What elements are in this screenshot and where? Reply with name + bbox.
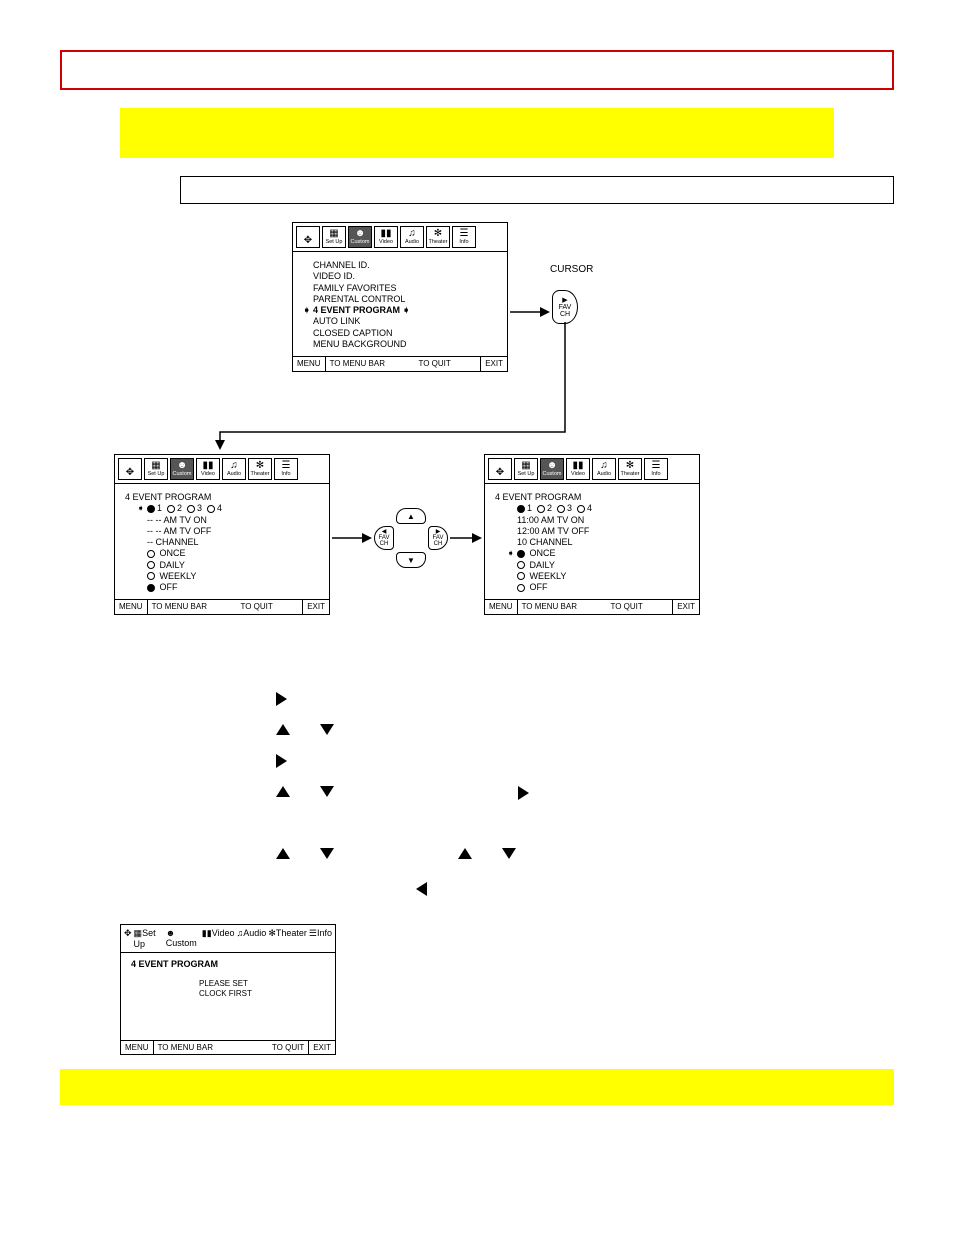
tab-video[interactable]: ▮▮Video (196, 458, 220, 480)
top-red-box (60, 50, 894, 90)
clock-msg-2: CLOCK FIRST (199, 989, 325, 999)
event-numbers: 1 2 3 4 (495, 503, 689, 514)
menu-tabs: ✥▦Set Up☻Custom▮▮Video♫Audio✻Theater☰Inf… (485, 455, 699, 484)
arrow-r-icon (518, 786, 529, 800)
osd-clock-warning: ✥▦Set Up☻Custom▮▮Video♫Audio✻Theater☰Inf… (120, 924, 336, 1055)
event-line: -- -- AM TV ON (125, 515, 319, 526)
tab-theater[interactable]: ✻Theater (248, 458, 272, 480)
tab-custom[interactable]: ☻Custom (540, 458, 564, 480)
instruction-arrows (180, 688, 894, 918)
event-option[interactable]: DAILY (495, 560, 689, 571)
tab-info[interactable]: ☰Info (644, 458, 668, 480)
thin-outline-box (180, 176, 894, 204)
arrow-u-icon (458, 848, 472, 859)
cursor-up-button[interactable]: ▲ (396, 508, 426, 524)
diagram-area: ✥▦Set Up☻Custom▮▮Video♫Audio✻Theater☰Inf… (60, 222, 894, 682)
flow-arrow-1 (220, 322, 580, 452)
osd-footer: MENU TO MENU BAR TO QUIT EXIT (115, 599, 329, 614)
tab-video[interactable]: ▮▮Video (566, 458, 590, 480)
tab-info[interactable]: ☰Info (274, 458, 298, 480)
menu-item[interactable]: FAMILY FAVORITES (303, 283, 497, 294)
tab-theater[interactable]: ✻Theater (426, 226, 450, 248)
tab-set-up[interactable]: ▦Set Up (514, 458, 538, 480)
tab-audio[interactable]: ♫Audio (400, 226, 424, 248)
event-option[interactable]: OFF (495, 582, 689, 593)
tab-info[interactable]: ☰Info (452, 226, 476, 248)
tab-theater[interactable]: ✻Theater (268, 928, 307, 949)
arrow-u-icon (276, 848, 290, 859)
menu-item[interactable]: CHANNEL ID. (303, 260, 497, 271)
event-line: 11:00 AM TV ON (495, 515, 689, 526)
event-option[interactable]: WEEKLY (125, 571, 319, 582)
event-line: 10 CHANNEL (495, 537, 689, 548)
event-option[interactable]: OFF (125, 582, 319, 593)
arrow-d-icon (320, 848, 334, 859)
event-numbers: ➧1 2 3 4 (125, 503, 319, 514)
osd-event-blank: ✥▦Set Up☻Custom▮▮Video♫Audio✻Theater☰Inf… (114, 454, 330, 615)
event-title: 4 EVENT PROGRAM (495, 492, 689, 503)
event-option[interactable]: WEEKLY (495, 571, 689, 582)
event-option[interactable]: ➧ ONCE (495, 548, 689, 559)
arrow-u-icon (276, 724, 290, 735)
tab-audio[interactable]: ♫Audio (222, 458, 246, 480)
event-line: -- -- AM TV OFF (125, 526, 319, 537)
tab-video[interactable]: ▮▮Video (374, 226, 398, 248)
cursor-right-button[interactable]: ▶FAVCH (428, 526, 448, 550)
yellow-banner-top (120, 108, 834, 158)
nav-icon: ✥ (118, 458, 142, 480)
nav-icon: ✥ (124, 928, 132, 949)
osd4-title: 4 EVENT PROGRAM (121, 953, 335, 975)
tab-set-up[interactable]: ▦Set Up (144, 458, 168, 480)
menu-item[interactable]: PARENTAL CONTROL (303, 294, 497, 305)
tab-custom[interactable]: ☻Custom (166, 928, 200, 949)
clock-msg-1: PLEASE SET (199, 979, 325, 989)
tab-set-up[interactable]: ▦Set Up (134, 928, 164, 949)
menu-item[interactable]: ➧4 EVENT PROGRAM ➧ (303, 305, 497, 316)
cursor-left-button[interactable]: ◀FAVCH (374, 526, 394, 550)
cursor-dpad: ▲ ▼ ◀FAVCH ▶FAVCH (374, 508, 448, 568)
event-line: -- CHANNEL (125, 537, 319, 548)
arrow-r-icon (276, 754, 287, 768)
tab-info[interactable]: ☰Info (309, 928, 332, 949)
tab-custom[interactable]: ☻Custom (170, 458, 194, 480)
event-line: 12:00 AM TV OFF (495, 526, 689, 537)
tab-audio[interactable]: ♫Audio (237, 928, 267, 949)
arrow-d-icon (320, 786, 334, 797)
nav-icon: ✥ (488, 458, 512, 480)
osd-event-filled: ✥▦Set Up☻Custom▮▮Video♫Audio✻Theater☰Inf… (484, 454, 700, 615)
cursor-right-button[interactable]: ▶ FAV CH (552, 290, 578, 324)
arrow-u-icon (276, 786, 290, 797)
osd-footer: MENU TO MENU BAR TO QUIT EXIT (485, 599, 699, 614)
menu-tabs: ✥▦Set Up☻Custom▮▮Video♫Audio✻Theater☰Inf… (115, 455, 329, 484)
tab-video[interactable]: ▮▮Video (202, 928, 235, 949)
tab-custom[interactable]: ☻Custom (348, 226, 372, 248)
event-title: 4 EVENT PROGRAM (125, 492, 319, 503)
arrow-l-icon (416, 882, 427, 896)
nav-icon: ✥ (296, 226, 320, 248)
chevron-right-icon: ▶ (562, 296, 567, 304)
menu-tabs: ✥▦Set Up☻Custom▮▮Video♫Audio✻Theater☰Inf… (293, 223, 507, 252)
cursor-down-button[interactable]: ▼ (396, 552, 426, 568)
arrow-to-cursor-icon (510, 306, 550, 318)
flow-arrow-3 (450, 532, 482, 544)
tab-set-up[interactable]: ▦Set Up (322, 226, 346, 248)
arrow-d-icon (502, 848, 516, 859)
tab-theater[interactable]: ✻Theater (618, 458, 642, 480)
event-option[interactable]: ONCE (125, 548, 319, 559)
menu-item[interactable]: VIDEO ID. (303, 271, 497, 282)
flow-arrow-2 (332, 532, 372, 544)
arrow-d-icon (320, 724, 334, 735)
tab-audio[interactable]: ♫Audio (592, 458, 616, 480)
cursor-label: CURSOR (550, 264, 593, 275)
arrow-r-icon (276, 692, 287, 706)
yellow-banner-bottom (60, 1069, 894, 1105)
event-option[interactable]: DAILY (125, 560, 319, 571)
